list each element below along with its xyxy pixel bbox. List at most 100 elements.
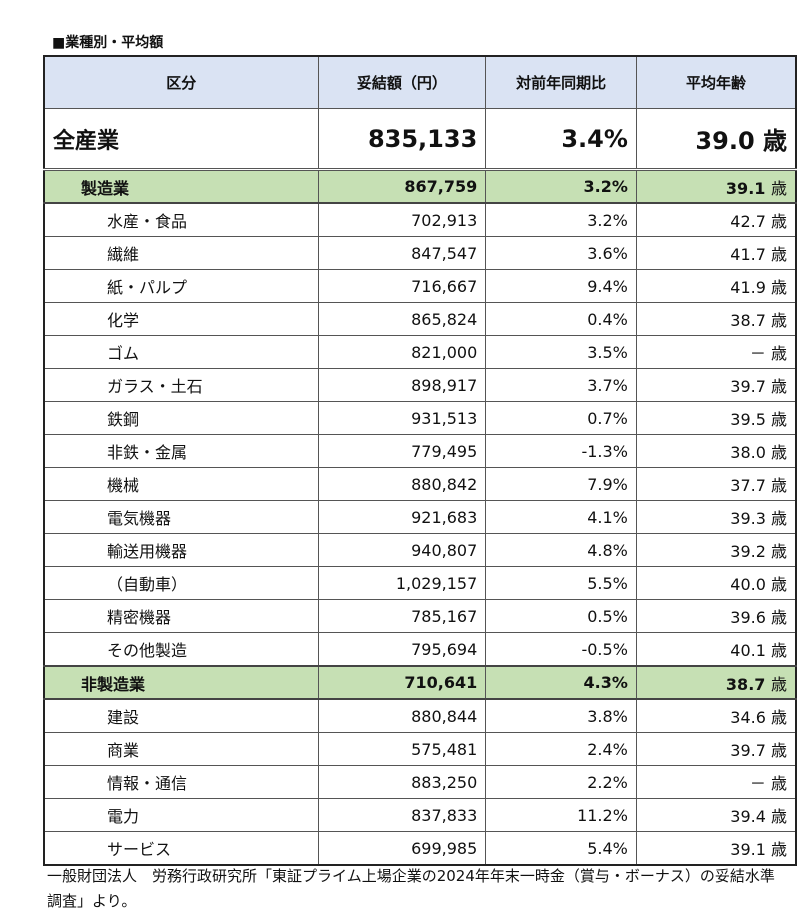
table-row: ガラス・土石 898,917 3.7% 39.7 歳 [43,368,797,402]
bonus-table: 区分 妥結額（円） 対前年同期比 平均年齢 全産業 835,133 3.4% 3… [43,55,797,866]
row-name: 輸送用機器 [43,533,319,567]
row-yoy: 3.2% [485,202,637,237]
row-name: その他製造 [43,632,319,667]
all-industries-row: 全産業 835,133 3.4% 39.0 歳 [43,108,797,171]
group-row: 製造業 867,759 3.2% 39.1 歳 [43,168,797,204]
row-age: 41.7 歳 [635,236,797,270]
row-name: 紙・パルプ [43,269,319,303]
row-amount: 847,547 [317,236,487,270]
table-row: 電力 837,833 11.2% 39.4 歳 [43,798,797,832]
row-amount: 931,513 [317,401,487,435]
row-name: 情報・通信 [43,765,319,799]
table-row: サービス 699,985 5.4% 39.1 歳 [43,831,797,866]
row-yoy: -0.5% [485,632,637,667]
row-yoy: 3.5% [485,335,637,369]
row-amount: 883,250 [317,765,487,799]
table-row: ゴム 821,000 3.5% － 歳 [43,335,797,369]
table-row: 紙・パルプ 716,667 9.4% 41.9 歳 [43,269,797,303]
header-amount: 妥結額（円） [317,55,487,109]
row-age: 39.6 歳 [635,599,797,633]
row-yoy: 7.9% [485,467,637,501]
row-amount: 699,985 [317,831,487,866]
row-age: 41.9 歳 [635,269,797,303]
row-age: 42.7 歳 [635,202,797,237]
row-name: 非鉄・金属 [43,434,319,468]
table-row: 輸送用機器 940,807 4.8% 39.2 歳 [43,533,797,567]
row-age: 38.7 歳 [635,302,797,336]
row-yoy: -1.3% [485,434,637,468]
row-amount: 710,641 [317,665,487,700]
row-yoy: 0.5% [485,599,637,633]
row-age: 38.7 歳 [635,665,797,700]
row-name: 非製造業 [43,665,319,700]
header-category: 区分 [43,55,319,109]
row-yoy: 4.3% [485,665,637,700]
row-yoy: 2.4% [485,732,637,766]
row-yoy: 3.6% [485,236,637,270]
row-age: 39.0 歳 [635,108,797,171]
row-amount: 779,495 [317,434,487,468]
row-amount: 1,029,157 [317,566,487,600]
row-amount: 837,833 [317,798,487,832]
row-amount: 716,667 [317,269,487,303]
footnote: 一般財団法人 労務行政研究所「東証プライム上場企業の2024年年末一時金（賞与・… [47,867,775,910]
row-age: 39.4 歳 [635,798,797,832]
row-age: 39.7 歳 [635,732,797,766]
row-name: サービス [43,831,319,866]
table-row: 情報・通信 883,250 2.2% － 歳 [43,765,797,799]
table-row: 建設 880,844 3.8% 34.6 歳 [43,698,797,733]
row-name: 建設 [43,698,319,733]
row-name: 機械 [43,467,319,501]
row-amount: 835,133 [317,108,487,171]
table-row: 水産・食品 702,913 3.2% 42.7 歳 [43,202,797,237]
row-amount: 575,481 [317,732,487,766]
table-row: 鉄鋼 931,513 0.7% 39.5 歳 [43,401,797,435]
row-name: 全産業 [43,108,319,171]
row-yoy: 3.4% [485,108,637,171]
row-yoy: 5.4% [485,831,637,866]
row-yoy: 2.2% [485,765,637,799]
row-age: 39.1 歳 [635,168,797,204]
row-yoy: 4.8% [485,533,637,567]
header-age: 平均年齢 [635,55,797,109]
row-name: 電気機器 [43,500,319,534]
row-yoy: 0.7% [485,401,637,435]
row-name: ゴム [43,335,319,369]
row-amount: 865,824 [317,302,487,336]
row-age: 40.0 歳 [635,566,797,600]
row-name: 商業 [43,732,319,766]
row-amount: 785,167 [317,599,487,633]
row-name: 精密機器 [43,599,319,633]
row-amount: 940,807 [317,533,487,567]
table-row: 商業 575,481 2.4% 39.7 歳 [43,732,797,766]
row-name: 製造業 [43,168,319,204]
row-yoy: 3.2% [485,168,637,204]
row-age: 34.6 歳 [635,698,797,733]
row-age: 38.0 歳 [635,434,797,468]
row-amount: 898,917 [317,368,487,402]
row-amount: 702,913 [317,202,487,237]
row-name: 電力 [43,798,319,832]
table-row: 化学 865,824 0.4% 38.7 歳 [43,302,797,336]
row-yoy: 3.8% [485,698,637,733]
table-row: 繊維 847,547 3.6% 41.7 歳 [43,236,797,270]
row-name: 化学 [43,302,319,336]
row-name: 鉄鋼 [43,401,319,435]
row-name: 水産・食品 [43,202,319,237]
row-name: ガラス・土石 [43,368,319,402]
row-name: 繊維 [43,236,319,270]
row-amount: 880,844 [317,698,487,733]
row-amount: 821,000 [317,335,487,369]
row-age: 39.3 歳 [635,500,797,534]
row-age: 40.1 歳 [635,632,797,667]
header-row: 区分 妥結額（円） 対前年同期比 平均年齢 [43,55,797,109]
table-row: （自動車） 1,029,157 5.5% 40.0 歳 [43,566,797,600]
row-age: － 歳 [635,335,797,369]
table-row: 電気機器 921,683 4.1% 39.3 歳 [43,500,797,534]
table-row: 精密機器 785,167 0.5% 39.6 歳 [43,599,797,633]
row-age: 39.7 歳 [635,368,797,402]
row-amount: 880,842 [317,467,487,501]
table-row: 非鉄・金属 779,495 -1.3% 38.0 歳 [43,434,797,468]
row-yoy: 3.7% [485,368,637,402]
row-yoy: 5.5% [485,566,637,600]
